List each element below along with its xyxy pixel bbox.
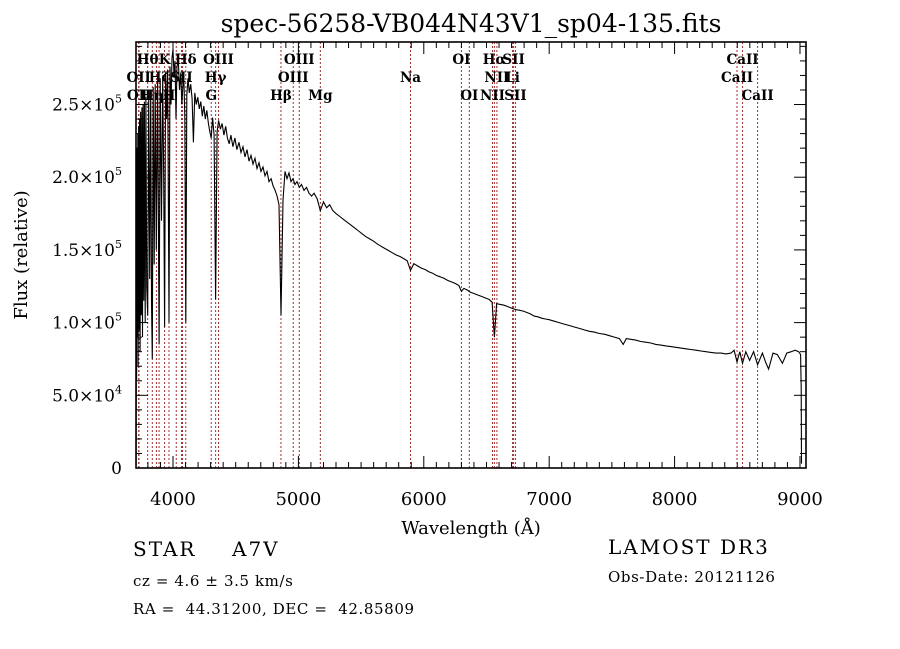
spectral-line-label: Hθ [137,52,159,68]
x-tick-label: 7000 [526,489,572,510]
x-tick-label: 6000 [401,489,447,510]
spectral-line-label: SII [502,52,524,68]
spectral-line-label: OIII [203,52,234,68]
x-tick-label: 4000 [150,489,196,510]
spectral-line-label: Mg [308,88,333,104]
spectral-line-label: OIII [278,70,309,86]
plot-frame [135,41,807,469]
x-axis-label: Wavelength (Å) [401,517,541,539]
spectral-line-label: SII [170,70,192,86]
y-tick-labels: 0 5.0×104 1.0×105 1.5×105 2.0×105 2.5×105 [52,93,122,479]
spectral-line-label: Hβ [270,88,292,104]
spectral-line-label: Hα [483,52,507,68]
cz-value-text: cz = 4.6 ± 3.5 km/s [133,572,294,590]
spectral-line-label: OIII [284,52,315,68]
x-tick-labels: 4000 5000 6000 7000 8000 9000 [150,489,823,510]
spectral-line-labels: OII OII Hθ Hη Hζ K H SII Hδ G Hγ OIII Hβ OIII OIII Mg Na… [126,52,773,104]
object-class-label: STAR [133,537,197,561]
spectral-line-label: G [205,88,217,104]
spectral-line-label: Na [400,70,421,86]
x-tick-label: 5000 [275,489,321,510]
y-tick-label: 2.5×105 [52,93,122,116]
flux-curve [135,49,803,466]
spectral-line-label: CaII [726,52,758,68]
spectral-line-label: Hη [141,88,164,104]
spectral-line-label: SII [504,88,526,104]
y-axis-label: Flux (relative) [11,190,32,319]
x-tick-label: 8000 [652,489,698,510]
y-tick-label: 0 [111,459,122,479]
plot-title: spec-56258-VB044N43V1_sp04-135.fits [221,9,722,38]
spectral-line-label: NII [484,70,509,86]
obs-date-text: Obs-Date: 20121126 [608,568,776,586]
survey-release-label: LAMOST DR3 [608,535,770,559]
spectral-line-label: NII [480,88,505,104]
x-tick-label: 9000 [777,489,823,510]
spectral-line-label: OI [452,52,470,68]
object-subclass-label: A7V [232,537,280,561]
spectral-line-label: K [159,52,172,68]
spectral-line-label: Li [505,70,520,86]
spectral-line-label: Hγ [205,70,227,86]
spectral-line-label: CaII [742,88,774,104]
y-tick-label: 1.0×105 [52,311,122,334]
spectral-line-label: OII [126,70,150,86]
spectral-line-label: OII [127,88,151,104]
spectrum-trace [135,49,803,466]
spectral-line-label: Hδ [175,52,197,68]
spectral-line-label: H [163,88,176,104]
y-tick-label: 5.0×104 [52,383,122,406]
ra-dec-text: RA = 44.31200, DEC = 42.85809 [133,600,415,618]
spectral-line-label: OI [460,88,478,104]
axis-ticks [136,42,806,469]
y-tick-label: 1.5×105 [52,238,122,261]
spectral-line-label: Hζ [149,70,170,86]
spectral-line-label: CaII [721,70,753,86]
spectral-line-markers [138,42,759,468]
y-tick-label: 2.0×105 [52,165,122,188]
